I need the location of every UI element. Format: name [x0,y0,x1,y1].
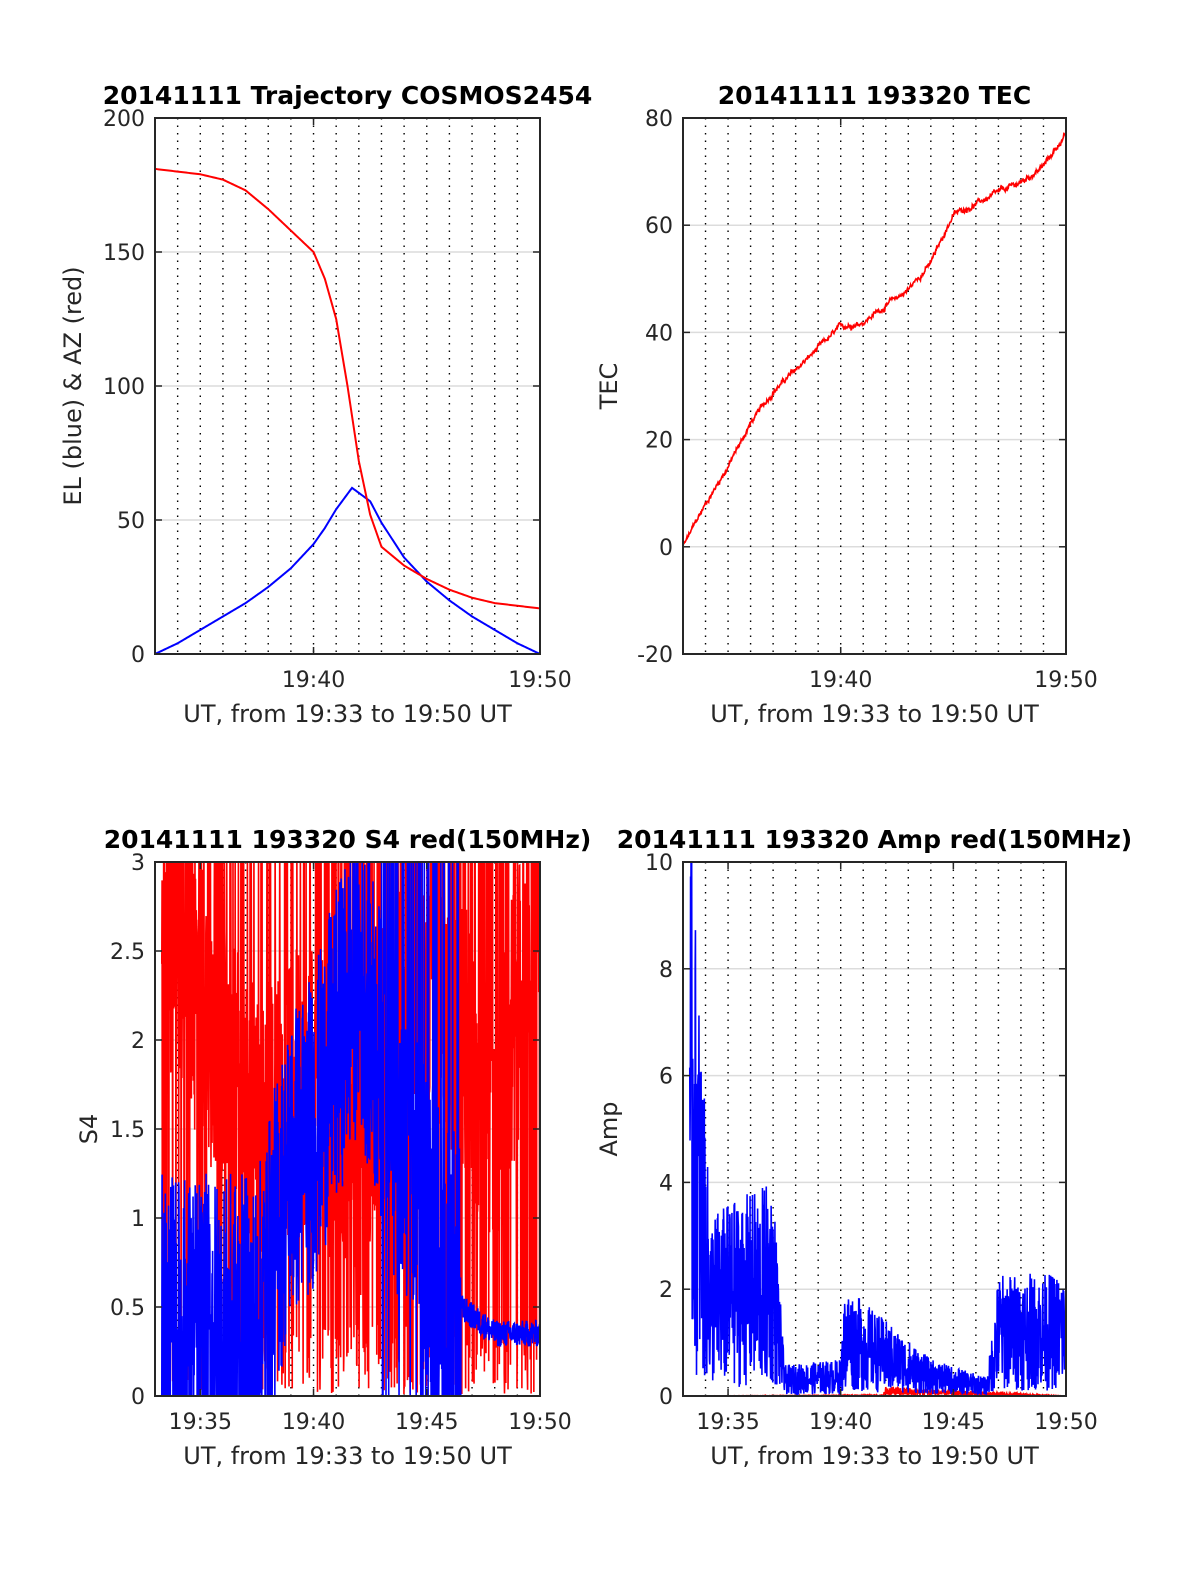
y-tick-label: 1 [131,1207,145,1232]
y-tick-label: 100 [103,375,145,400]
y-tick-label: 200 [103,107,145,132]
x-tick-label: 19:40 [282,668,345,693]
x-axis-label: UT, from 19:33 to 19:50 UT [183,1442,512,1470]
x-tick-label: 19:50 [1034,668,1097,693]
chart-title: 20141111 193320 S4 red(150MHz) [104,825,592,854]
y-tick-label: 2 [131,1029,145,1054]
y-tick-label: 0 [131,1385,145,1410]
panel-amp: 0 2 4 6 8 10 19:35 19:40 19:45 19:50 UT, from 19:3… [595,825,1132,1470]
x-tick-label: 19:35 [696,1410,759,1435]
y-tick-label: 80 [645,107,673,132]
x-tick-label: 19:40 [809,1410,872,1435]
y-tick-label: 8 [659,958,673,983]
s4-blue-line [161,862,540,1396]
y-tick-label: 6 [659,1065,673,1090]
y-axis-label: TEC [595,363,623,411]
x-tick-label: 19:50 [508,1410,571,1435]
x-tick-label: 19:40 [282,1410,345,1435]
x-tick-label: 19:45 [395,1410,458,1435]
y-tick-label: 0 [659,536,673,561]
y-tick-label: 150 [103,241,145,266]
y-tick-label: 3 [131,851,145,876]
x-tick-label: 19:45 [922,1410,985,1435]
y-axis-label: EL (blue) & AZ (red) [59,266,87,505]
y-tick-label: 60 [645,214,673,239]
x-tick-label: 19:50 [508,668,571,693]
data-group [688,862,1066,1396]
axes-box [682,861,1067,1397]
x-tick-label: 19:50 [1034,1410,1097,1435]
data-group [155,167,540,654]
y-tick-label: 50 [117,509,145,534]
y-tick-label: 2.5 [110,940,145,965]
x-tick-label: 19:40 [809,668,872,693]
y-tick-label: 4 [659,1171,673,1196]
x-axis-label: UT, from 19:33 to 19:50 UT [183,700,512,728]
y-tick-label: 0 [131,643,145,668]
x-axis-label: UT, from 19:33 to 19:50 UT [710,700,1039,728]
el-line [155,486,540,654]
y-axis-label: S4 [75,1114,103,1145]
y-tick-label: 10 [645,851,673,876]
x-axis-label: UT, from 19:33 to 19:50 UT [710,1442,1039,1470]
chart-title: 20141111 Trajectory COSMOS2454 [103,81,593,110]
panel-tec: -20 0 20 40 60 80 19:40 19:50 UT, from 19:33 to … [595,81,1098,728]
amp-blue-line [688,862,1066,1396]
panel-traj: 0 50 100 150 200 19:40 19:50 UT, from 19:33 to … [59,81,592,728]
y-tick-label: 0 [659,1385,673,1410]
y-axis-label: Amp [595,1101,623,1156]
y-tick-label: -20 [637,643,673,668]
az-line [155,167,540,610]
x-tick-label: 19:35 [169,1410,232,1435]
y-tick-label: 40 [645,321,673,346]
data-group [683,129,1066,548]
panel-s4: 0 0.5 1 1.5 2 2.5 3 19:35 19:40 19:45 19:50 UT, fro… [75,825,592,1470]
y-tick-label: 20 [645,429,673,454]
chart-title: 20141111 193320 TEC [718,81,1031,110]
chart-title: 20141111 193320 Amp red(150MHz) [617,825,1133,854]
y-tick-label: 1.5 [110,1118,145,1143]
y-tick-label: 2 [659,1278,673,1303]
tec-line [683,129,1066,548]
data-group [160,862,540,1396]
axes-box [682,117,1067,655]
y-tick-label: 0.5 [110,1296,145,1321]
